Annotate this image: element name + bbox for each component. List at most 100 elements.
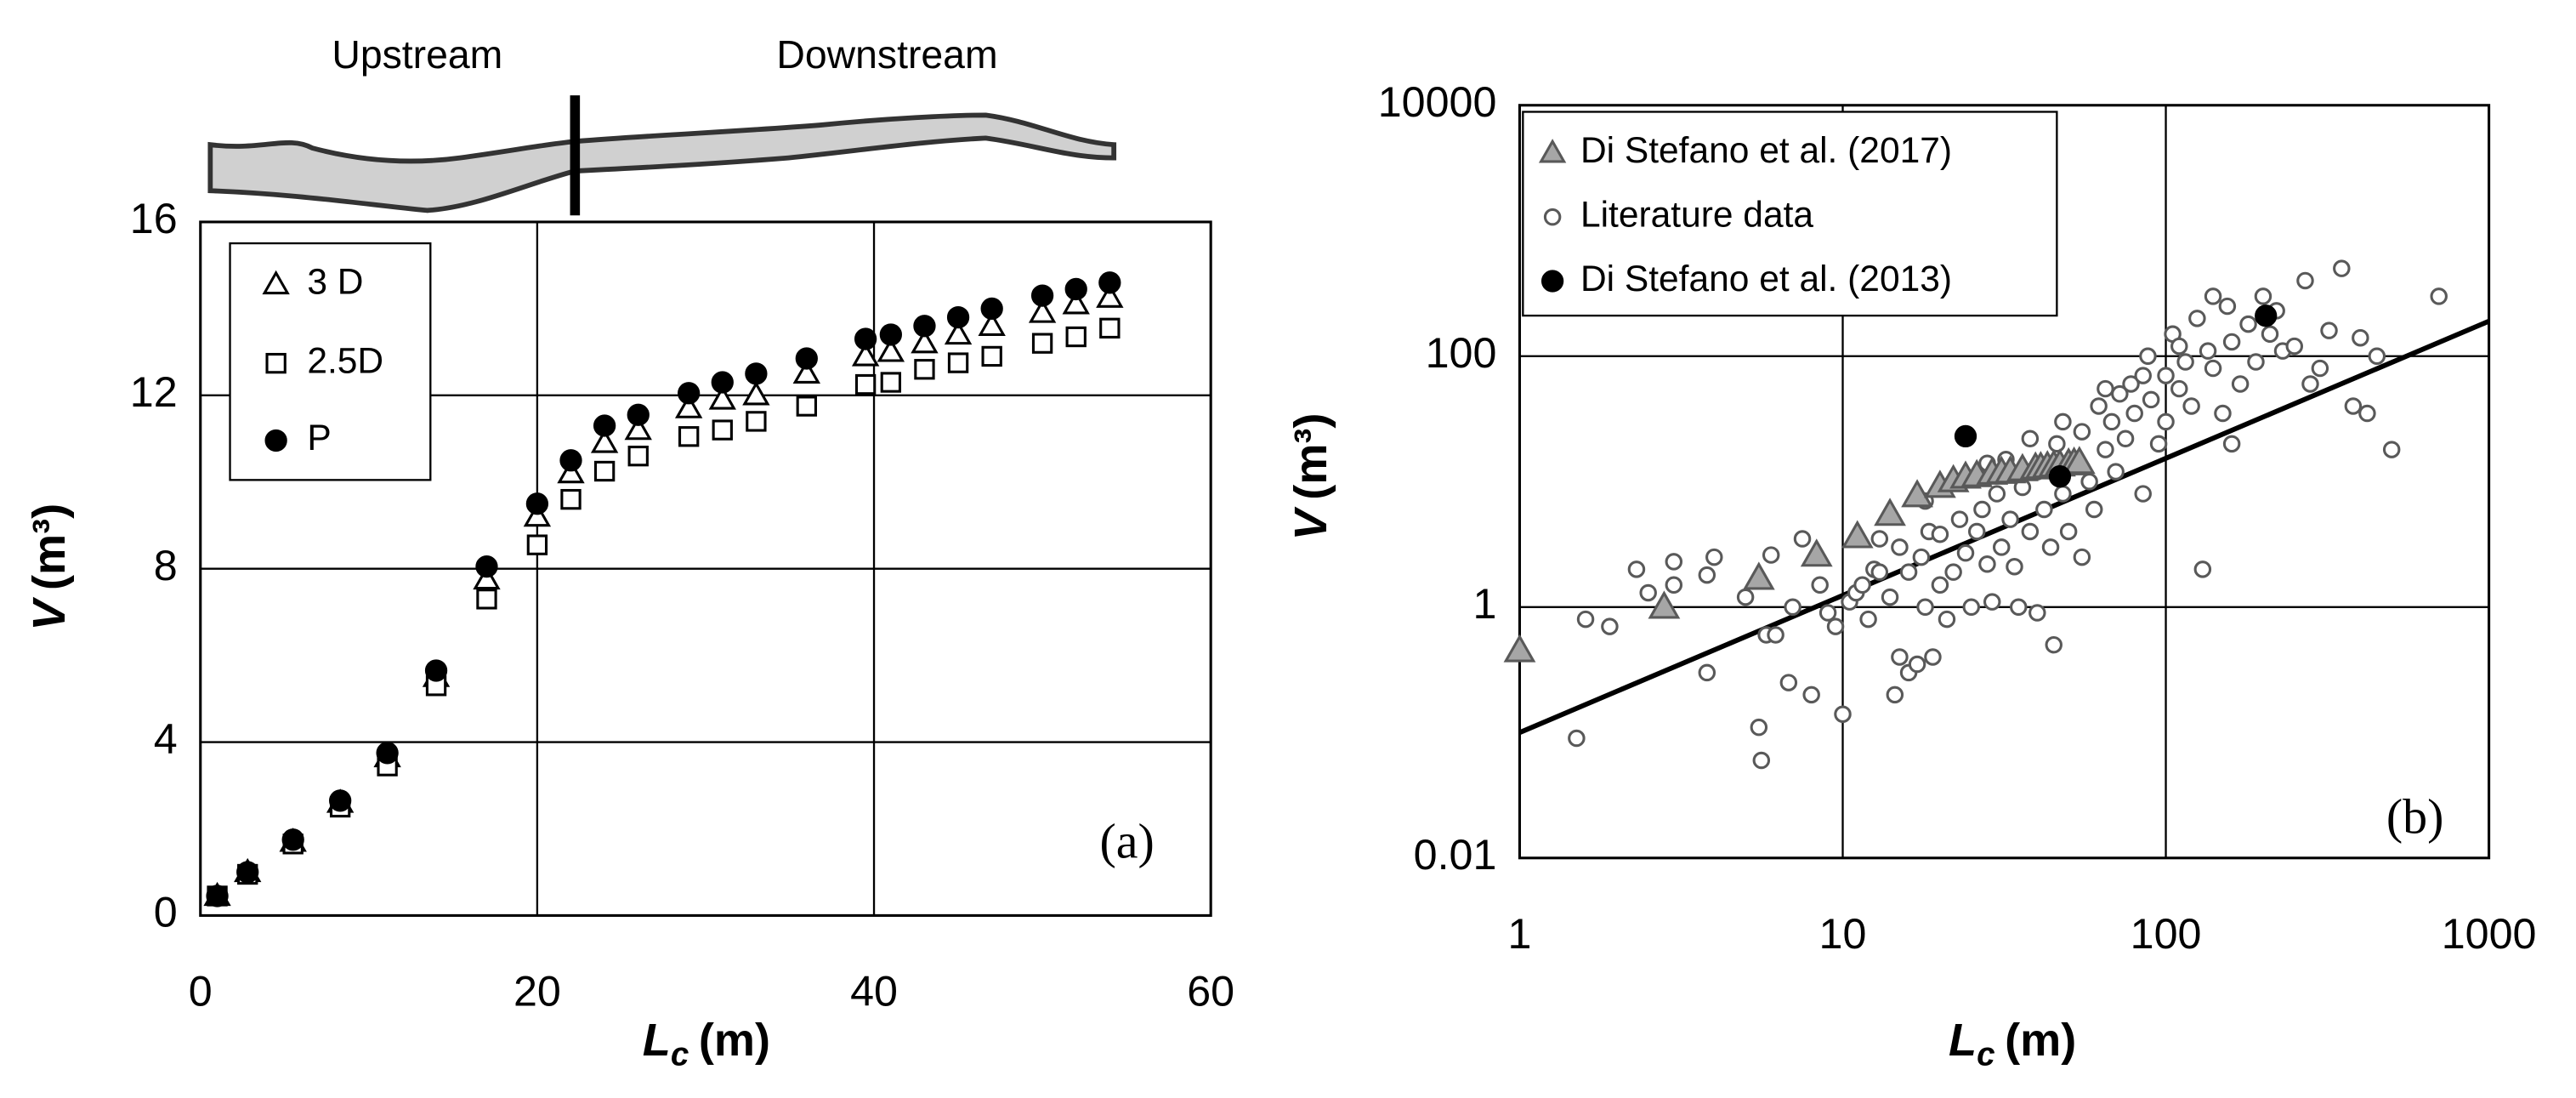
data-point [2182,397,2200,415]
data-point [1988,485,2006,503]
data-point [711,371,734,394]
data-point [1028,299,1057,323]
x-tick-label: 100 [2131,910,2202,958]
y-tick-label: 100 [1426,329,1497,377]
data-point [795,347,818,370]
data-point [1031,333,1053,354]
data-point [2134,367,2152,384]
x-label-unit: (m) [699,1015,770,1066]
annotation: Upstream [332,32,502,77]
data-point [624,415,652,441]
data-point [2059,522,2078,541]
data-point [2285,337,2304,356]
y-tick-label: 4 [154,715,178,763]
data-point [2021,430,2040,448]
y-axis-label: V (m³) [1285,413,1336,541]
data-point [2231,375,2250,393]
data-point [2048,465,2072,488]
data-point [2041,538,2060,556]
data-point [2045,635,2063,654]
x-axis-label: Lc (m) [1949,1015,2076,1072]
data-point [2430,287,2448,305]
data-point [742,381,770,406]
data-point [526,534,548,555]
data-point [2122,375,2140,393]
data-point [946,305,970,329]
data-point [2021,522,2040,541]
data-point [1886,686,1904,704]
data-point [376,742,399,765]
channel-sketch [207,95,1117,216]
annotation: Downstream [776,32,997,77]
legend-label: Di Stefano et al. (2013) [1580,259,1952,299]
data-point [712,419,733,441]
data-point [1800,538,1833,567]
data-point [981,345,1002,367]
data-point [2073,423,2091,441]
data-point [2010,598,2028,617]
data-point [1819,604,1837,622]
data-point [1870,530,1889,548]
plot-frame [199,220,1212,917]
data-point [1908,655,1926,674]
data-point [2239,315,2257,333]
data-point [627,446,649,467]
x-tick-label: 40 [850,967,898,1015]
data-point [2204,287,2222,305]
data-point [2382,441,2401,458]
x-tick-label: 1 [1507,910,1531,958]
data-point [1767,626,1784,644]
data-point [1938,610,1956,629]
x-axis-label: Lc (m) [643,1015,770,1072]
data-point [1576,610,1595,629]
data-point [1967,522,1986,541]
data-point [1826,617,1845,635]
data-point [1950,510,1969,528]
data-point [2107,463,2125,481]
y-tick-label: 16 [130,195,178,242]
data-point [2006,558,2023,576]
x-tick-label: 10 [1819,910,1867,958]
y-tick-label: 1 [1472,580,1496,628]
data-point [746,411,767,432]
data-point [2255,304,2278,327]
data-point [745,362,768,385]
data-point [2035,500,2053,519]
data-point [1899,563,1918,581]
data-point [2261,325,2279,344]
data-point [1568,729,1586,748]
data-point [911,329,939,354]
data-point [1779,674,1798,691]
data-point [476,589,497,610]
data-point [674,394,703,418]
data-point [2344,397,2363,415]
data-point [2090,397,2108,415]
x-tick-label: 1000 [2442,910,2537,958]
legend-label: 3 D [307,263,363,303]
legend-marker [265,352,287,374]
data-point [2157,367,2175,384]
data-point [1742,561,1775,590]
data-point [1762,546,1780,564]
fit-line [1518,318,2490,735]
data-point [877,338,905,362]
data-point [475,555,498,578]
data-point [2218,297,2237,316]
data-point [1736,588,1755,606]
data-point [281,828,304,851]
data-point [559,449,582,472]
data-point [1912,548,1931,566]
plot-frame [1518,104,2491,860]
data-point [1870,563,1889,581]
data-point [1853,576,1871,595]
data-point [2247,353,2265,371]
data-point [1802,686,1820,704]
legend-label: Literature data [1580,195,1813,235]
legend-marker [1543,208,1562,226]
data-point [1627,560,1646,578]
data-point [1956,543,1975,562]
data-point [2368,347,2386,366]
legend-label: 2.5D [307,341,383,381]
data-point [914,359,935,380]
data-point [913,315,936,338]
